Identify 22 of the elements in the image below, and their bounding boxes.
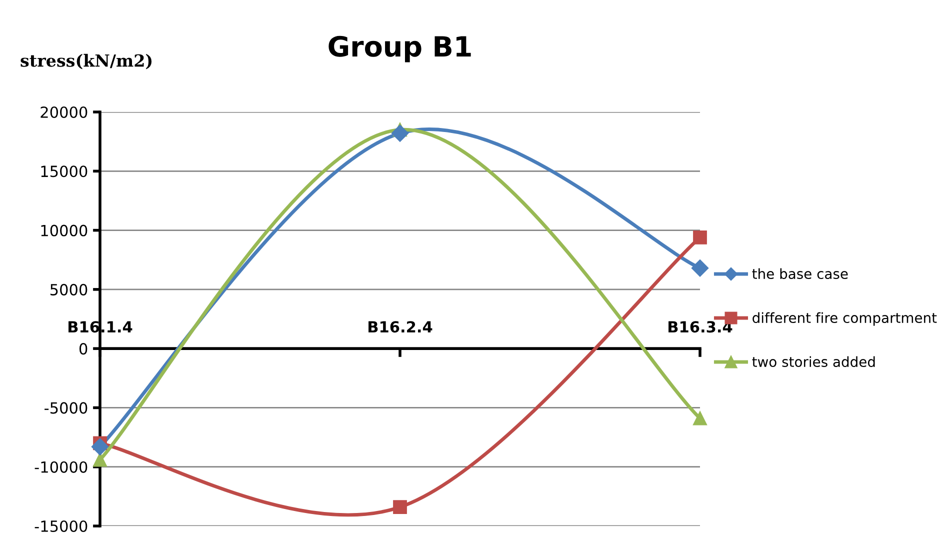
- point: [93, 452, 107, 467]
- point: [91, 438, 109, 456]
- point: [691, 260, 709, 277]
- legend-label: the base case: [752, 268, 848, 280]
- point: [391, 124, 409, 142]
- x-tick-label: B16.3.4: [668, 321, 732, 333]
- x-tick-label: B16.2.4: [368, 321, 432, 333]
- chart-title: Group B1: [328, 36, 471, 62]
- point: [693, 230, 707, 244]
- y-tick-label: -10000: [34, 461, 88, 473]
- legend-label: two stories added: [752, 356, 875, 368]
- point: [393, 500, 407, 514]
- y-tick-label: -5000: [44, 402, 88, 414]
- y-tick-label: -15000: [34, 520, 88, 532]
- y-tick-label: 20000: [40, 106, 88, 118]
- y-tick-label: 0: [79, 343, 88, 355]
- y-tick-label: 10000: [41, 224, 88, 236]
- y-tick-label: 5000: [50, 284, 88, 296]
- y-tick-label: 15000: [41, 166, 88, 178]
- y-axis-title: stress(kN/m2): [20, 54, 152, 70]
- point: [693, 411, 707, 426]
- legend-label: different fire compartment: [752, 312, 937, 326]
